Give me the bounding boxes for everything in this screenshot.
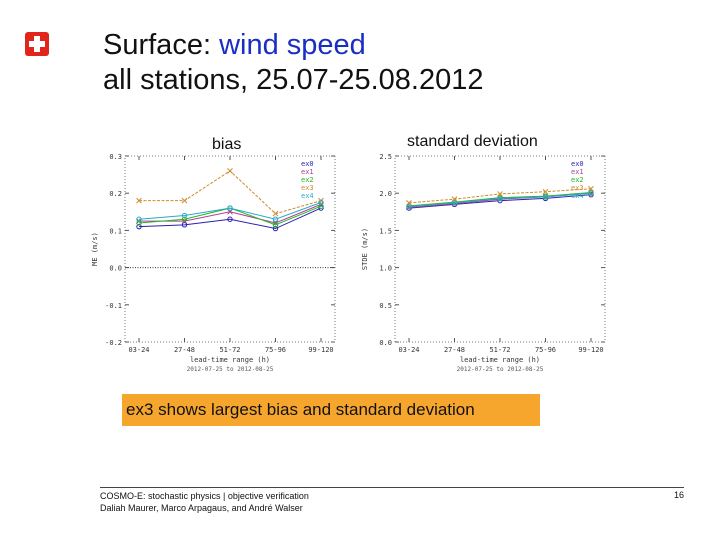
legend-entry-ex0: ex0 (571, 160, 584, 168)
x-tick-label: 75-96 (265, 346, 286, 354)
y-tick-label: 1.0 (379, 265, 392, 273)
y-tick-label: -0.2 (105, 339, 122, 347)
title-prefix: Surface: (103, 29, 220, 61)
title-accent: wind speed (219, 29, 366, 61)
y-axis-label: STDE (m/s) (361, 228, 369, 270)
data-point-ex3 (497, 191, 503, 197)
y-tick-label: 0.1 (109, 227, 122, 235)
legend-entry-ex2: ex2 (571, 176, 584, 184)
y-tick-label: 1.5 (379, 227, 392, 235)
y-tick-label: -0.1 (105, 302, 122, 310)
legend-entry-ex2: ex2 (301, 176, 314, 184)
data-point-ex4 (406, 203, 412, 210)
y-tick-label: 2.5 (379, 153, 392, 161)
page-title: Surface: wind speed all stations, 25.07-… (103, 28, 484, 98)
footer-credits: COSMO-E: stochastic physics | objective … (100, 490, 309, 514)
data-point-ex0 (227, 216, 233, 222)
x-tick-label: 51-72 (219, 346, 240, 354)
series-line-ex4 (408, 192, 592, 208)
y-tick-label: 0.0 (379, 339, 392, 347)
series-line-ex4 (138, 202, 322, 220)
y-tick-label: 0.5 (379, 302, 392, 310)
x-tick-label: 75-96 (535, 346, 556, 354)
data-point-ex0 (136, 223, 142, 230)
data-point-ex0 (272, 225, 279, 232)
legend-entry-ex3: ex3 (571, 184, 584, 192)
callout-box: ex3 shows largest bias and standard devi… (122, 394, 540, 426)
data-point-ex3 (588, 185, 594, 192)
swiss-cross-logo (25, 32, 49, 56)
data-point-ex0 (318, 205, 324, 211)
data-point-ex4 (542, 194, 549, 200)
data-point-ex4 (272, 216, 279, 222)
series-line-ex0 (138, 207, 322, 230)
stdev-panel-title: standard deviation (407, 133, 538, 150)
title-line-1: Surface: wind speed (103, 28, 484, 63)
x-tick-label: 03-24 (398, 346, 419, 354)
footer-line-2: Daliah Maurer, Marco Arpagaus, and André… (100, 503, 303, 513)
data-point-ex4 (497, 195, 503, 202)
data-point-ex3 (227, 168, 233, 174)
x-tick-label: 51-72 (489, 346, 510, 354)
x-tick-label: 03-24 (128, 346, 149, 354)
data-point-ex4 (588, 190, 594, 196)
bias-chart: -0.2 -0.1 0.0 0.1 0.2 0.3 03-24 27-48 51-72 75-96… (91, 153, 336, 373)
legend-entry-ex1: ex1 (571, 168, 584, 176)
x-tick-label: 99-120 (308, 346, 333, 354)
y-tick-label: 0.2 (109, 190, 122, 198)
y-tick-label: 2.0 (379, 190, 392, 198)
data-point-ex2 (181, 216, 188, 222)
chart-caption: 2012-07-25 to 2012-08-25 (187, 366, 274, 373)
data-point-ex3 (542, 188, 549, 195)
footer-line-1: COSMO-E: stochastic physics | objective … (100, 491, 309, 501)
data-point-ex3 (181, 197, 188, 204)
data-point-ex0 (181, 222, 188, 228)
bias-panel-title: bias (212, 136, 242, 153)
y-axis-label: ME (m/s) (91, 232, 99, 266)
footer-divider (100, 487, 684, 488)
data-point-ex4 (318, 199, 324, 206)
data-point-ex2 (272, 222, 279, 228)
data-point-ex3 (136, 197, 142, 204)
legend-entry-ex0: ex0 (301, 160, 314, 168)
series-line-ex2 (408, 191, 592, 207)
data-point-ex4 (181, 212, 188, 219)
series-line-ex3 (139, 170, 322, 215)
legend-entry-ex4: ex4 (571, 192, 584, 200)
x-tick-label: 27-48 (444, 346, 465, 354)
data-point-ex4 (451, 200, 458, 206)
x-tick-label: 99-120 (578, 346, 603, 354)
page-number: 16 (673, 490, 684, 500)
data-point-ex3 (272, 210, 279, 217)
data-point-ex2 (318, 203, 324, 209)
x-axis-label: lead-time range (h) (190, 356, 270, 364)
x-tick-label: 27-48 (174, 346, 195, 354)
data-point-ex4 (227, 205, 233, 211)
y-tick-label: 0.3 (109, 153, 122, 161)
stdev-chart: 0.0 0.5 1.0 1.5 2.0 2.5 03-24 27-48 51-72 75-96 99… (361, 153, 606, 373)
y-tick-label: 0.0 (109, 265, 122, 273)
legend-entry-ex4: ex4 (301, 192, 314, 200)
title-line-2: all stations, 25.07-25.08.2012 (103, 64, 484, 96)
legend-entry-ex1: ex1 (301, 168, 314, 176)
data-point-ex4 (136, 216, 142, 222)
data-point-ex2 (136, 220, 142, 226)
chart-caption: 2012-07-25 to 2012-08-25 (457, 366, 544, 373)
legend-entry-ex3: ex3 (301, 184, 314, 192)
x-axis-label: lead-time range (h) (460, 356, 540, 364)
